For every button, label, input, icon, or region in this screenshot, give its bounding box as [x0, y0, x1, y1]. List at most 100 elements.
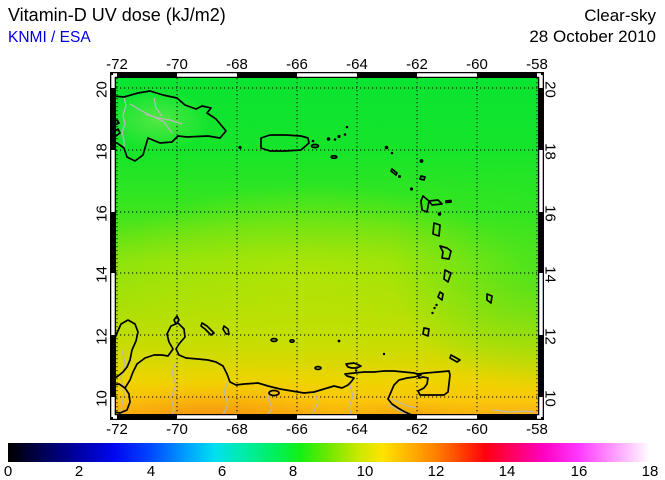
lon-tick-top: -70 [166, 56, 188, 73]
coastline-st-lucia [443, 269, 452, 283]
river-orinoco-delta-1 [391, 398, 417, 409]
lon-tick-top: -58 [526, 56, 548, 73]
lat-tick-right: 12 [541, 328, 559, 345]
island-grenadines-3 [431, 311, 434, 315]
lat-tick-right: 10 [541, 390, 559, 407]
lon-tick-bottom: -58 [526, 421, 548, 438]
lon-tick-top: -62 [406, 56, 428, 73]
coastline-south-america [115, 319, 422, 415]
island-tortola [337, 134, 341, 139]
lat-tick-right: 20 [541, 81, 559, 98]
lon-tick-top: -68 [226, 56, 248, 73]
island-blanquilla [337, 339, 341, 343]
graticule-gridlines [116, 78, 538, 414]
coastline-grenada [422, 327, 430, 337]
island-grenadines-1 [435, 303, 438, 307]
lon-tick-bottom: -68 [226, 421, 248, 438]
river-venezuela-5 [348, 384, 354, 415]
island-marie-galante [437, 212, 442, 216]
colorbar-tick: 18 [641, 463, 659, 480]
lon-tick-top: -64 [346, 56, 368, 73]
lake-maracaibo [115, 383, 131, 414]
island-grenadines-2 [433, 306, 436, 310]
lat-tick-left: 16 [93, 205, 111, 222]
colorbar-tick: 4 [146, 463, 156, 480]
coastline-trinidad [417, 370, 451, 396]
lat-tick-left: 12 [93, 328, 111, 345]
lon-tick-bottom: -62 [406, 421, 428, 438]
island-anegada [345, 125, 349, 129]
island-st-thomas [326, 137, 331, 141]
island-st-john [333, 138, 337, 141]
coastline-tobago [449, 354, 461, 363]
lon-tick-top: -60 [466, 56, 488, 73]
island-la-tortuga [314, 365, 322, 371]
coastline-st-vincent [437, 291, 444, 301]
lat-tick-right: 14 [541, 266, 559, 283]
map-canvas [110, 72, 544, 420]
lat-tick-left: 18 [93, 143, 111, 160]
river-venezuela-3 [267, 387, 273, 415]
lat-tick-right: 16 [541, 205, 559, 222]
coastline-bonaire [222, 325, 230, 335]
coastline-martinique [439, 245, 452, 260]
lake-valencia [268, 389, 280, 397]
header-right: Clear-sky 28 October 2010 [529, 5, 656, 47]
small-island-dots [238, 125, 442, 372]
river-venezuela-4 [312, 392, 319, 415]
lat-tick-left: 20 [93, 81, 111, 98]
lon-tick-bottom: -72 [106, 421, 128, 438]
date-label: 28 October 2010 [529, 27, 656, 46]
river-hispaniola-3 [153, 97, 163, 117]
coastline-barbados [486, 293, 493, 304]
island-vieques [310, 143, 320, 149]
page-title: Vitamin-D UV dose (kJ/m2) [8, 5, 226, 25]
coastline-puerto-rico [260, 134, 310, 152]
condition-label: Clear-sky [584, 6, 656, 25]
lon-tick-bottom: -70 [166, 421, 188, 438]
island-coche [354, 369, 358, 372]
colorbar-tick: 2 [74, 463, 84, 480]
lon-tick-top: -72 [106, 56, 128, 73]
field-orange-patch-east [310, 392, 500, 415]
credit-text: KNMI / ESA [8, 29, 91, 46]
island-culebra [311, 139, 315, 143]
coastline-hispaniola [115, 90, 227, 162]
coastlines [115, 90, 493, 415]
island-los-testigos [382, 352, 386, 356]
lon-tick-bottom: -60 [466, 421, 488, 438]
colorbar-tick: 12 [427, 463, 445, 480]
island-nevis [398, 175, 401, 178]
lat-tick-right: 18 [541, 143, 559, 160]
colorbar-tick: 6 [217, 463, 227, 480]
river-delta-east [492, 409, 536, 413]
lat-tick-left: 14 [93, 266, 111, 283]
colorbar-tick: 10 [356, 463, 374, 480]
lat-tick-left: 10 [93, 390, 111, 407]
coastline-st-kitts-antigua [390, 168, 426, 181]
island-virgin-gorda [343, 133, 347, 136]
river-venezuela-1 [170, 361, 177, 415]
coastline-guadeloupe [420, 195, 452, 213]
lon-tick-bottom: -66 [286, 421, 308, 438]
colorbar-gradient [8, 443, 650, 462]
colorbar-tick: 14 [498, 463, 516, 480]
coastline-dominica [432, 222, 441, 237]
island-montserrat [409, 187, 414, 191]
border-haiti-dr [121, 96, 127, 148]
island-st-martin [384, 145, 389, 150]
lon-tick-bottom: -64 [346, 421, 368, 438]
river-orinoco-delta-2 [388, 404, 407, 415]
island-barbuda [419, 159, 424, 163]
colorbar-tick: 0 [3, 463, 13, 480]
river-hispaniola-2 [144, 113, 183, 125]
island-st-barth [390, 151, 394, 155]
map-frame [110, 72, 544, 420]
coastline-aruba [173, 315, 180, 325]
coastline-curacao [200, 322, 215, 336]
coastline-margarita [345, 362, 362, 369]
island-los-roques [270, 337, 278, 343]
river-venezuela-2 [222, 380, 229, 415]
lon-tick-top: -66 [286, 56, 308, 73]
